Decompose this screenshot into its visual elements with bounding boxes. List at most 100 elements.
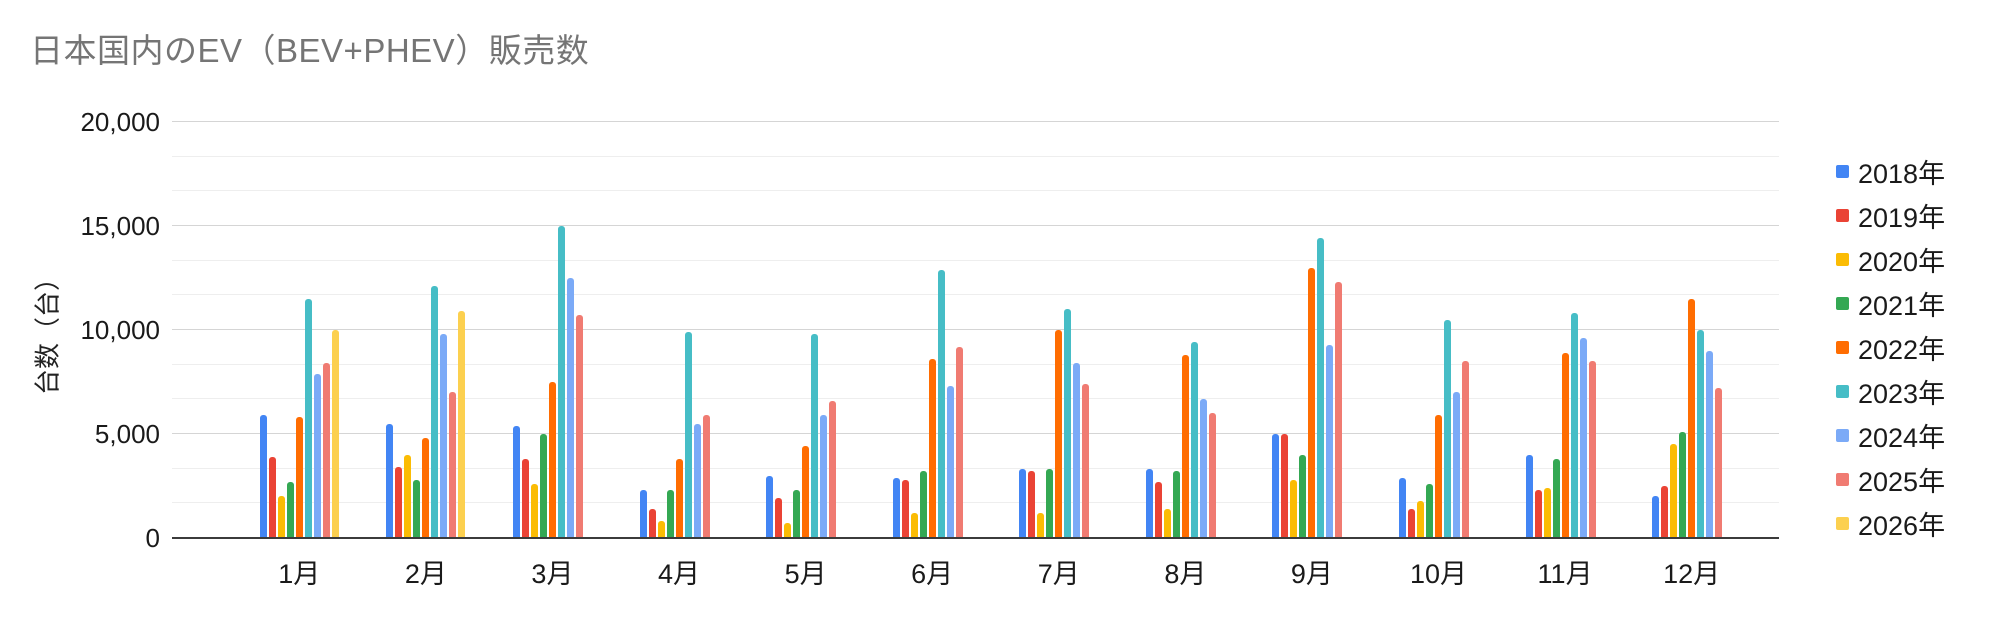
- bar-2023年-9月[interactable]: [1317, 238, 1325, 538]
- bar-2023年-10月[interactable]: [1443, 319, 1451, 538]
- bar-2021年-12月[interactable]: [1679, 431, 1687, 538]
- bar-2023年-2月[interactable]: [431, 286, 439, 538]
- bar-2024年-8月[interactable]: [1199, 398, 1207, 538]
- legend-item-2020年[interactable]: 2020年: [1836, 237, 1945, 281]
- bar-2022年-4月[interactable]: [675, 458, 683, 538]
- bar-2019年-11月[interactable]: [1534, 490, 1542, 538]
- bar-2023年-1月[interactable]: [304, 298, 312, 538]
- bar-2024年-12月[interactable]: [1706, 350, 1714, 538]
- bar-2024年-7月[interactable]: [1073, 363, 1081, 538]
- bar-2021年-9月[interactable]: [1299, 454, 1307, 538]
- bar-2025年-8月[interactable]: [1208, 413, 1216, 538]
- bar-2019年-4月[interactable]: [648, 508, 656, 538]
- bar-2024年-5月[interactable]: [820, 415, 828, 538]
- bar-2019年-2月[interactable]: [395, 467, 403, 538]
- bar-2023年-11月[interactable]: [1570, 313, 1578, 538]
- bar-2020年-12月[interactable]: [1670, 444, 1678, 538]
- bar-2025年-12月[interactable]: [1715, 388, 1723, 538]
- bar-2020年-10月[interactable]: [1416, 500, 1424, 538]
- bar-2018年-6月[interactable]: [892, 477, 900, 538]
- bar-2023年-3月[interactable]: [557, 226, 565, 538]
- bar-2026年-1月[interactable]: [331, 330, 339, 538]
- bar-2025年-2月[interactable]: [449, 392, 457, 538]
- bar-2020年-5月[interactable]: [784, 523, 792, 538]
- bar-2018年-12月[interactable]: [1652, 496, 1660, 538]
- bar-2021年-1月[interactable]: [286, 481, 294, 538]
- bar-2020年-7月[interactable]: [1037, 513, 1045, 538]
- legend-item-2023年[interactable]: 2023年: [1836, 369, 1945, 413]
- legend-item-2025年[interactable]: 2025年: [1836, 457, 1945, 501]
- bar-2021年-2月[interactable]: [413, 479, 421, 538]
- legend-item-2021年[interactable]: 2021年: [1836, 281, 1945, 325]
- bar-2022年-5月[interactable]: [802, 446, 810, 538]
- bar-2021年-5月[interactable]: [793, 490, 801, 538]
- bar-2023年-5月[interactable]: [811, 334, 819, 538]
- bar-2020年-2月[interactable]: [404, 454, 412, 538]
- bar-2025年-10月[interactable]: [1461, 361, 1469, 538]
- legend-item-2019年[interactable]: 2019年: [1836, 193, 1945, 237]
- bar-2021年-7月[interactable]: [1046, 469, 1054, 538]
- bar-2019年-6月[interactable]: [901, 479, 909, 538]
- bar-2020年-3月[interactable]: [530, 483, 538, 538]
- bar-2022年-3月[interactable]: [548, 382, 556, 538]
- bar-2022年-9月[interactable]: [1308, 267, 1316, 538]
- bar-2024年-9月[interactable]: [1326, 344, 1334, 538]
- bar-2020年-8月[interactable]: [1163, 508, 1171, 538]
- bar-2018年-2月[interactable]: [386, 423, 394, 538]
- bar-2024年-4月[interactable]: [693, 423, 701, 538]
- bar-2019年-10月[interactable]: [1407, 508, 1415, 538]
- bar-2024年-10月[interactable]: [1452, 392, 1460, 538]
- bar-2018年-3月[interactable]: [512, 425, 520, 538]
- bar-2022年-10月[interactable]: [1434, 415, 1442, 538]
- bar-2018年-5月[interactable]: [766, 475, 774, 538]
- bar-2018年-10月[interactable]: [1398, 477, 1406, 538]
- bar-2018年-4月[interactable]: [639, 490, 647, 538]
- bar-2026年-2月[interactable]: [458, 311, 466, 538]
- legend-item-2024年[interactable]: 2024年: [1836, 413, 1945, 457]
- bar-2018年-9月[interactable]: [1272, 434, 1280, 538]
- bar-2023年-12月[interactable]: [1697, 330, 1705, 538]
- bar-2025年-4月[interactable]: [702, 415, 710, 538]
- bar-2022年-6月[interactable]: [928, 359, 936, 538]
- bar-2019年-9月[interactable]: [1281, 434, 1289, 538]
- bar-2022年-11月[interactable]: [1561, 352, 1569, 538]
- bar-2018年-7月[interactable]: [1019, 469, 1027, 538]
- bar-2020年-1月[interactable]: [277, 496, 285, 538]
- bar-2025年-7月[interactable]: [1082, 384, 1090, 538]
- bar-2024年-3月[interactable]: [566, 278, 574, 538]
- bar-2020年-4月[interactable]: [657, 521, 665, 538]
- bar-2019年-7月[interactable]: [1028, 471, 1036, 538]
- bar-2025年-1月[interactable]: [322, 363, 330, 538]
- bar-2018年-8月[interactable]: [1145, 469, 1153, 538]
- bar-2018年-11月[interactable]: [1525, 454, 1533, 538]
- bar-2024年-1月[interactable]: [313, 373, 321, 538]
- bar-2025年-6月[interactable]: [955, 346, 963, 538]
- bar-2020年-6月[interactable]: [910, 513, 918, 538]
- bar-2019年-5月[interactable]: [775, 498, 783, 538]
- bar-2021年-6月[interactable]: [919, 471, 927, 538]
- bar-2019年-1月[interactable]: [268, 456, 276, 538]
- bar-2023年-7月[interactable]: [1064, 309, 1072, 538]
- bar-2025年-3月[interactable]: [575, 315, 583, 538]
- bar-2025年-5月[interactable]: [829, 400, 837, 538]
- bar-2023年-8月[interactable]: [1190, 342, 1198, 538]
- bar-2021年-11月[interactable]: [1552, 458, 1560, 538]
- bar-2018年-1月[interactable]: [259, 415, 267, 538]
- bar-2019年-12月[interactable]: [1661, 486, 1669, 538]
- bar-2024年-11月[interactable]: [1579, 338, 1587, 538]
- bar-2021年-3月[interactable]: [539, 434, 547, 538]
- bar-2025年-11月[interactable]: [1588, 361, 1596, 538]
- bar-2023年-6月[interactable]: [937, 269, 945, 538]
- legend-item-2022年[interactable]: 2022年: [1836, 325, 1945, 369]
- bar-2022年-2月[interactable]: [422, 438, 430, 538]
- bar-2021年-10月[interactable]: [1425, 483, 1433, 538]
- bar-2020年-9月[interactable]: [1290, 479, 1298, 538]
- bar-2021年-8月[interactable]: [1172, 471, 1180, 538]
- bar-2019年-3月[interactable]: [521, 458, 529, 538]
- bar-2024年-2月[interactable]: [440, 334, 448, 538]
- bar-2020年-11月[interactable]: [1543, 488, 1551, 538]
- bar-2021年-4月[interactable]: [666, 490, 674, 538]
- bar-2019年-8月[interactable]: [1154, 481, 1162, 538]
- bar-2022年-1月[interactable]: [295, 417, 303, 538]
- bar-2022年-7月[interactable]: [1055, 330, 1063, 538]
